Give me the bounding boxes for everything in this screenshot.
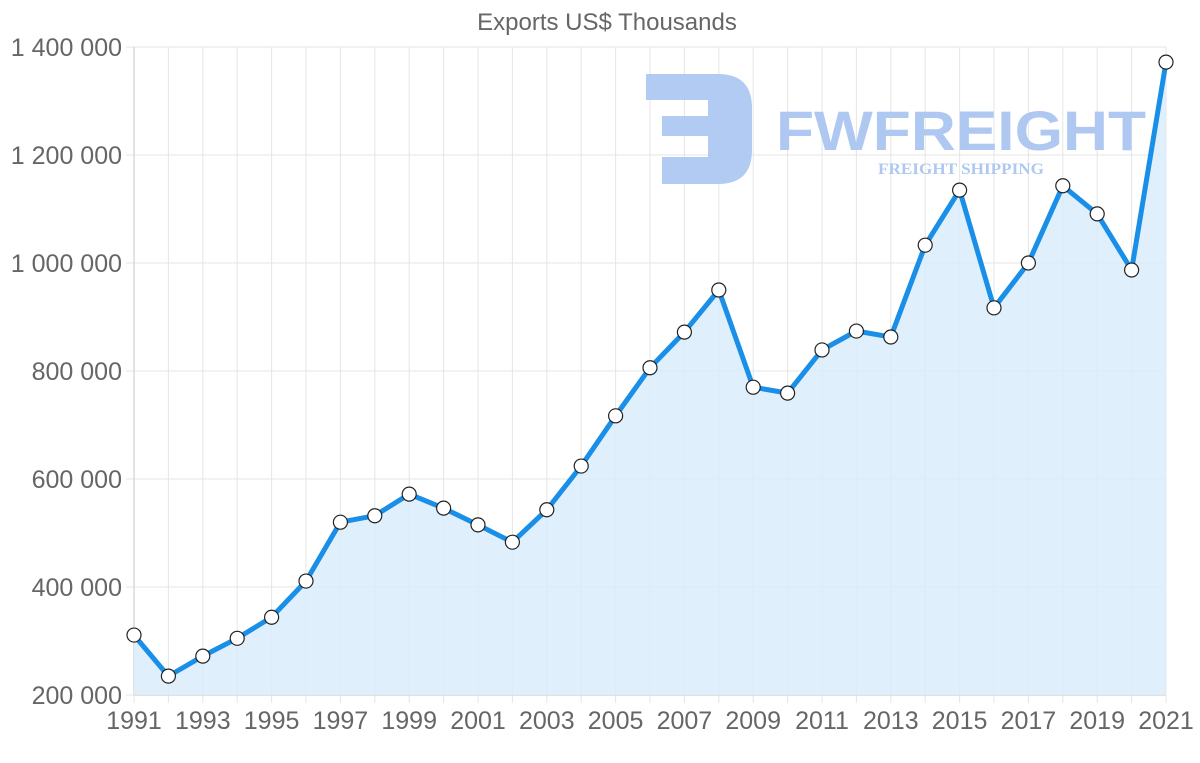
data-point[interactable]: [1055, 178, 1071, 194]
y-tick-label: 600 000: [32, 466, 122, 494]
x-tick-label: 1993: [175, 707, 231, 735]
data-point[interactable]: [539, 502, 555, 518]
data-point[interactable]: [1020, 255, 1037, 271]
y-tick-label: 200 000: [32, 682, 122, 710]
data-point[interactable]: [298, 573, 314, 589]
data-point[interactable]: [1158, 54, 1174, 70]
data-point[interactable]: [951, 182, 968, 198]
data-points: [126, 54, 1174, 684]
data-point[interactable]: [229, 630, 245, 646]
data-point[interactable]: [264, 609, 280, 625]
data-point[interactable]: [814, 342, 830, 358]
data-point[interactable]: [676, 324, 693, 340]
fwfreight-logo-icon: [646, 74, 752, 184]
data-point[interactable]: [332, 514, 348, 530]
y-tick-label: 400 000: [32, 574, 122, 602]
x-tick-label: 1997: [313, 707, 369, 735]
data-point[interactable]: [195, 648, 211, 664]
x-tick-label: 2017: [1001, 707, 1057, 735]
data-point[interactable]: [642, 360, 658, 376]
y-axis-ticks: 200 000 400 000 600 000 800 000 1 000 000 1 2…: [11, 34, 122, 710]
data-point[interactable]: [711, 282, 727, 298]
x-tick-label: 2005: [588, 707, 644, 735]
x-tick-label: 2003: [519, 707, 575, 735]
data-point[interactable]: [436, 500, 452, 516]
data-point[interactable]: [986, 300, 1002, 316]
chart-title: Exports US$ Thousands: [477, 9, 737, 36]
data-point[interactable]: [1123, 262, 1140, 278]
y-tick-label: 800 000: [32, 358, 122, 386]
x-tick-label: 1999: [381, 707, 437, 735]
data-point[interactable]: [126, 627, 142, 643]
data-point[interactable]: [745, 379, 761, 395]
watermark-tagline: FREIGHT SHIPPING: [878, 161, 1045, 178]
data-point[interactable]: [504, 534, 521, 550]
x-tick-label: 2009: [725, 707, 781, 735]
watermark-brand: FWFREIGHT: [776, 99, 1146, 162]
data-point[interactable]: [401, 486, 417, 502]
fwfreight-watermark: FWFREIGHT FREIGHT SHIPPING: [646, 74, 1146, 184]
x-tick-label: 2015: [932, 707, 988, 735]
data-point[interactable]: [367, 508, 383, 524]
x-tick-label: 2011: [795, 707, 849, 735]
data-point[interactable]: [573, 458, 589, 474]
data-point[interactable]: [917, 237, 933, 253]
x-tick-label: 1991: [106, 707, 162, 735]
data-point[interactable]: [607, 408, 624, 424]
data-point[interactable]: [883, 329, 899, 345]
x-tick-label: 2001: [450, 707, 506, 735]
data-point[interactable]: [1089, 206, 1105, 222]
x-tick-label: 2007: [657, 707, 713, 735]
x-tick-label: 2013: [863, 707, 919, 735]
data-point[interactable]: [779, 385, 796, 401]
x-axis-ticks: 1991 1993 1995 1997 1999 2001 2003 2005 2007 2009…: [106, 707, 1194, 735]
area-fill: [134, 62, 1166, 696]
y-tick-label: 1 200 000: [11, 142, 122, 170]
data-point[interactable]: [160, 668, 176, 684]
y-tick-label: 1 400 000: [11, 34, 122, 62]
y-tick-label: 1 000 000: [11, 250, 122, 278]
data-point[interactable]: [848, 323, 865, 339]
x-tick-label: 2021: [1138, 707, 1194, 735]
x-tick-label: 2019: [1069, 707, 1125, 735]
data-point[interactable]: [470, 517, 486, 533]
x-tick-label: 1995: [244, 707, 300, 735]
